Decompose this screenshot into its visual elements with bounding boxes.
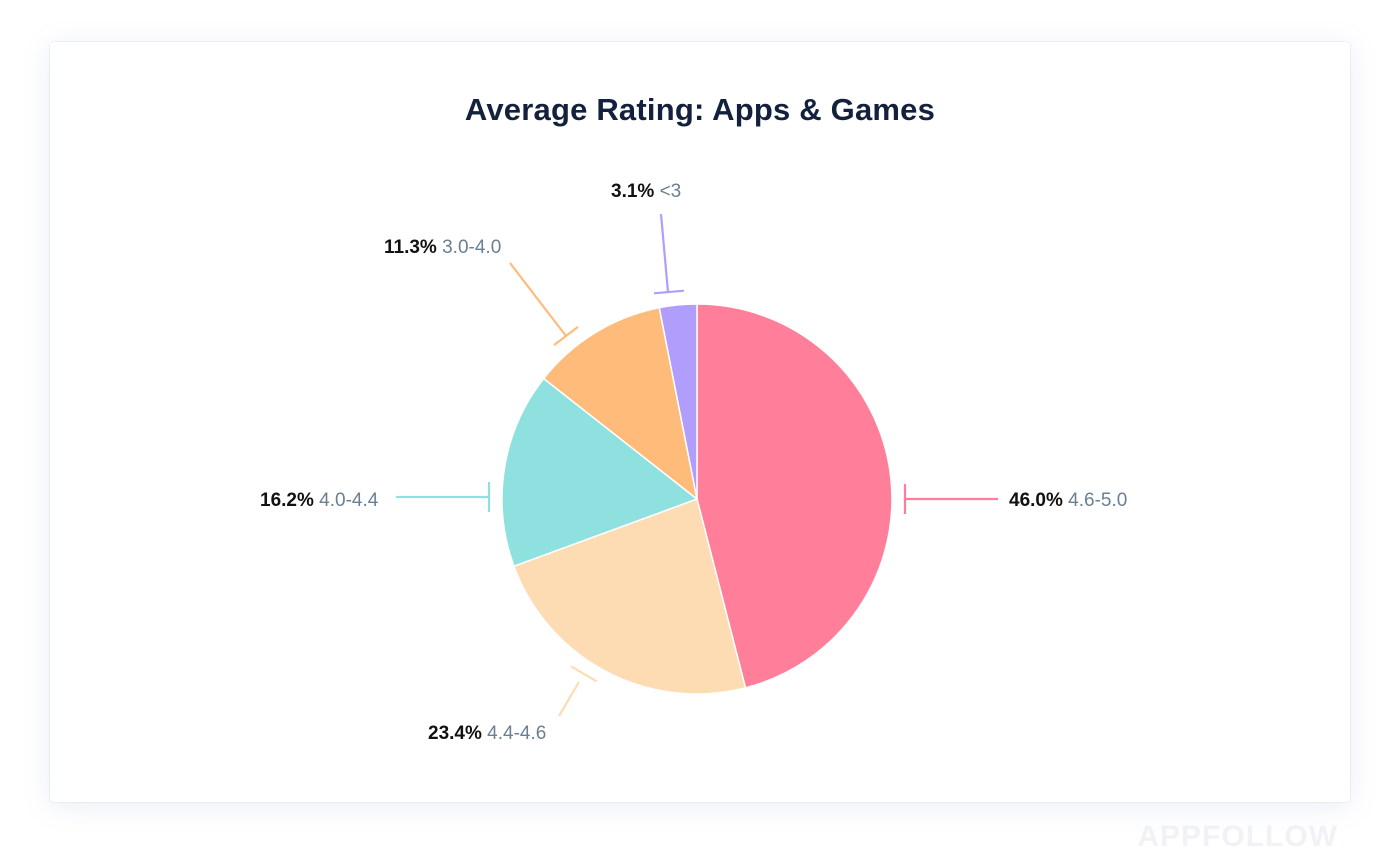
slice-category-label: 3.0-4.0: [437, 237, 501, 258]
slice-label: 23.4% 4.4-4.6: [428, 723, 546, 744]
slice-percent-label: 46.0%: [1009, 490, 1063, 511]
slice-leader-line: [558, 665, 598, 717]
slice-category-label: 4.0-4.4: [314, 490, 379, 511]
slice-label: 16.2% 4.0-4.4: [260, 490, 379, 511]
slice-percent-label: 23.4%: [428, 723, 482, 744]
slice-leader-line: [509, 262, 579, 346]
pie-slice: [696, 303, 893, 689]
slice-percent-label: 3.1%: [611, 181, 654, 202]
pie-slice: [658, 303, 698, 500]
slice-leader-line: [903, 484, 998, 514]
slice-label: 11.3% 3.0-4.0: [384, 237, 501, 258]
slice-leader-line: [396, 482, 491, 512]
chart-title: Average Rating: Apps & Games: [464, 92, 936, 127]
slice-percent-label: 16.2%: [260, 490, 314, 511]
brand-watermark: APPFOLLOW: [1137, 820, 1338, 853]
slice-category-label: <3: [654, 181, 681, 202]
slice-percent-label: 11.3%: [384, 237, 437, 258]
slice-leader-line: [654, 213, 684, 295]
slice-label: 3.1% <3: [611, 181, 681, 202]
pie-slice: [512, 498, 747, 695]
slice-category-label: 4.4-4.6: [482, 723, 546, 744]
slice-category-label: 4.6-5.0: [1063, 490, 1127, 511]
slice-label: 46.0% 4.6-5.0: [1009, 490, 1127, 511]
pie-slice: [542, 306, 699, 501]
pie-slice: [501, 377, 699, 568]
